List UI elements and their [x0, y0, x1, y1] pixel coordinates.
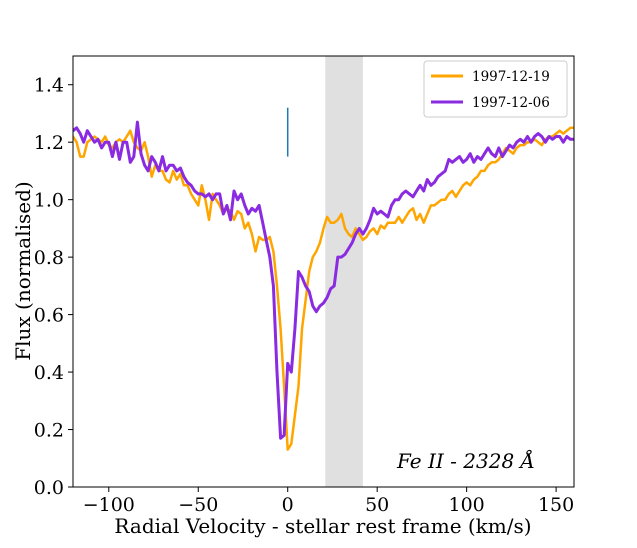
plot-background	[73, 56, 574, 487]
x-tick-label: 150	[538, 494, 574, 516]
y-tick-label: 0.4	[34, 362, 64, 384]
y-axis-title: Flux (normalised)	[11, 181, 35, 360]
plot-frame	[72, 55, 575, 488]
x-tick-label: 50	[365, 494, 389, 516]
y-tick-label: 1.4	[34, 75, 64, 97]
y-tick-label: 0.0	[34, 477, 64, 499]
x-tick-label: 100	[449, 494, 485, 516]
shaded-velocity-band	[325, 56, 363, 487]
legend: 1997-12-19 1997-12-06	[423, 60, 568, 118]
x-tick-label: −50	[178, 494, 218, 516]
y-tick-label: 0.2	[34, 420, 64, 442]
y-tick-label: 0.6	[34, 305, 64, 327]
legend-label: 1997-12-19	[472, 69, 550, 85]
y-tick-label: 1.0	[34, 190, 64, 212]
y-tick-label: 0.8	[34, 247, 64, 269]
x-tick-label: −100	[83, 494, 135, 516]
y-tick-label: 1.2	[34, 132, 64, 154]
legend-label: 1997-12-06	[472, 95, 550, 111]
series-line-1997-12-06	[73, 120, 574, 440]
x-tick-label: 0	[282, 494, 294, 516]
species-annotation: Fe II - 2328 Å	[396, 448, 535, 473]
x-axis-title: Radial Velocity - stellar rest frame (km…	[114, 514, 531, 538]
